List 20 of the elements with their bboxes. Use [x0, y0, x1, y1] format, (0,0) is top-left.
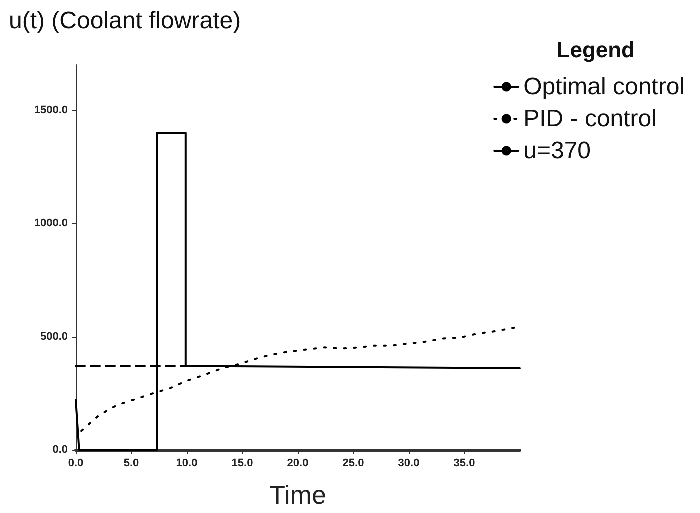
x-tick-label: 30.0: [398, 458, 420, 470]
y-tick-label: 1500.0: [34, 104, 68, 116]
x-tick-label: 10.0: [176, 458, 198, 470]
x-tick-label: 0.0: [68, 458, 84, 470]
legend-label: u=370: [524, 138, 592, 164]
legend-title: Legend: [556, 38, 636, 62]
x-tick-label: 15.0: [232, 458, 254, 470]
line-series: [80, 326, 516, 432]
x-tick-label: 25.0: [342, 458, 364, 470]
y-tick-label: 1000.0: [34, 218, 68, 230]
line-series: [75, 132, 521, 451]
x-tick-label: 35.0: [454, 458, 476, 470]
x-tick-label: 20.0: [287, 458, 309, 470]
legend-label: Optimal control: [524, 74, 685, 100]
y-tick-label: 500.0: [40, 330, 68, 343]
legend-label: PID - control: [524, 106, 657, 132]
y-tick-label: 0.0: [52, 444, 68, 456]
chart-title: u(t) (Coolant flowrate): [9, 8, 242, 34]
x-tick-label: 5.0: [124, 458, 140, 470]
x-axis-title: Time: [270, 480, 326, 510]
